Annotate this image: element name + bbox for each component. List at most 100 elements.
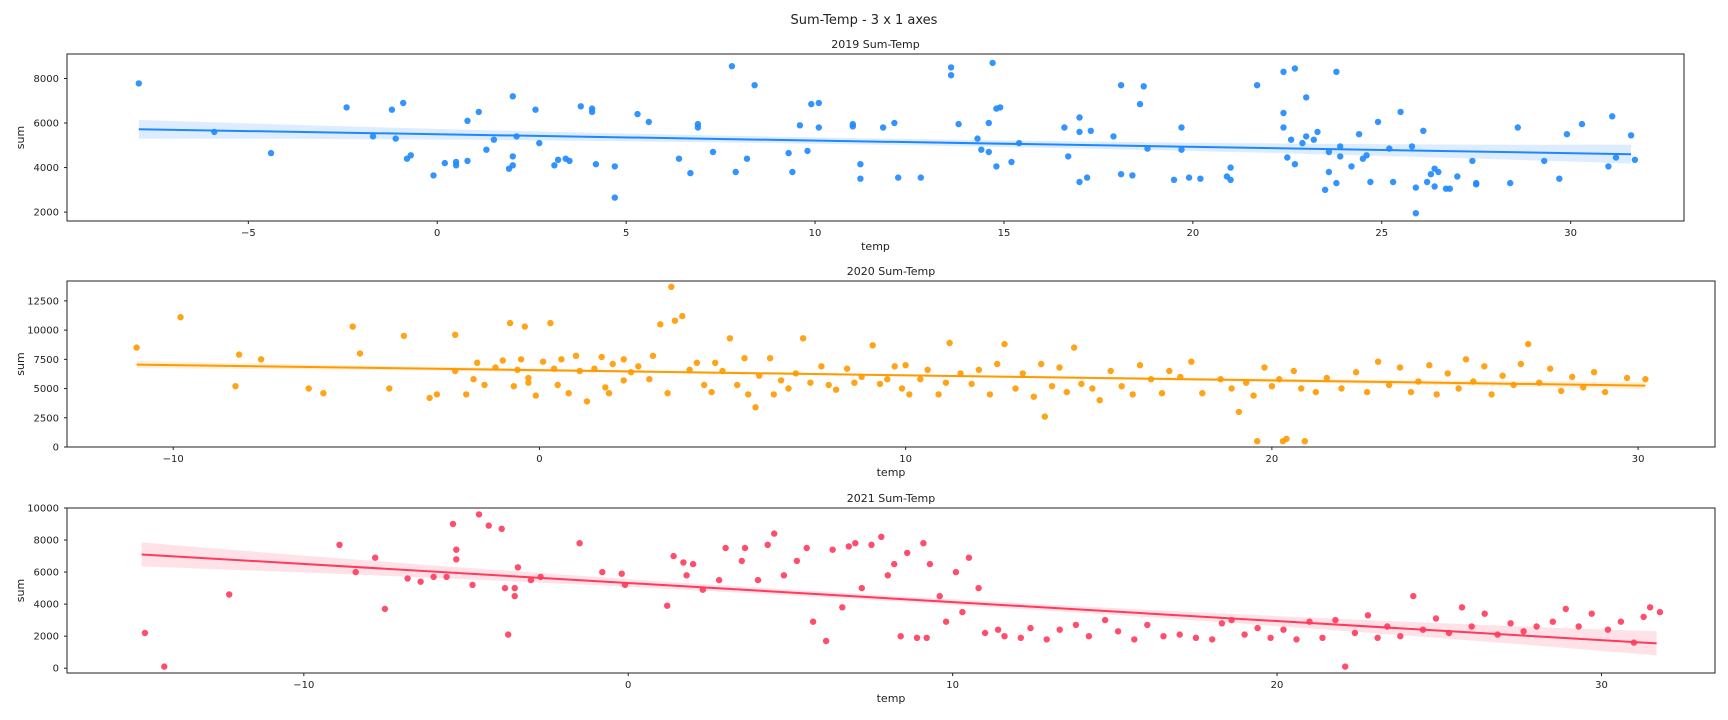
data-point [343, 104, 350, 111]
data-point [687, 169, 694, 177]
data-point [1420, 127, 1427, 134]
data-point [611, 194, 618, 201]
data-point [611, 163, 618, 170]
data-point [741, 355, 748, 362]
data-point [1227, 164, 1234, 171]
data-point [267, 149, 275, 157]
data-point [1433, 391, 1440, 398]
data-point [1407, 388, 1415, 396]
data-point [532, 106, 539, 113]
data-point [1338, 385, 1345, 392]
x-axis-label: temp [877, 466, 906, 479]
data-point [891, 363, 898, 370]
data-point [1089, 385, 1096, 392]
data-point [985, 119, 992, 127]
y-tick-label: 2000 [34, 208, 59, 219]
data-point [1267, 634, 1274, 641]
data-point [664, 390, 671, 397]
data-point [1556, 175, 1563, 182]
data-point [780, 572, 788, 579]
data-point [1136, 362, 1144, 369]
data-point [443, 573, 450, 581]
data-point [1056, 626, 1063, 633]
data-point [1656, 608, 1664, 616]
data-point [815, 124, 822, 131]
x-tick-label: 15 [998, 228, 1011, 239]
data-point [1136, 100, 1144, 108]
data-point [1374, 358, 1382, 365]
data-point [741, 544, 749, 552]
data-point [1333, 179, 1340, 187]
figure-suptitle: Sum-Temp - 3 x 1 axes [791, 13, 938, 28]
data-point [1426, 362, 1433, 369]
data-point [923, 634, 930, 641]
data-point [722, 544, 729, 552]
data-point [453, 556, 460, 563]
data-point [1070, 344, 1078, 351]
x-tick-label: 10 [899, 454, 912, 465]
data-point [576, 540, 583, 547]
data-point [1640, 613, 1647, 621]
data-point [1241, 631, 1248, 638]
data-point [1185, 174, 1193, 181]
data-point [598, 353, 605, 361]
data-point [1412, 184, 1420, 191]
data-point [1481, 363, 1488, 370]
data-point [141, 629, 149, 637]
data-point [452, 331, 459, 338]
x-tick-label: 20 [1271, 680, 1284, 691]
data-point [1188, 358, 1195, 365]
data-point [1337, 143, 1344, 150]
data-point [1001, 633, 1008, 640]
data-point [955, 120, 962, 128]
data-point [499, 357, 506, 364]
data-point [683, 572, 690, 579]
data-point [876, 380, 884, 388]
data-point [694, 120, 702, 128]
data-point [738, 557, 745, 565]
x-tick-label: 5 [623, 228, 629, 239]
data-point [1588, 610, 1595, 617]
data-point [671, 317, 679, 324]
data-point [1291, 161, 1299, 168]
data-point [602, 384, 609, 391]
data-point [1140, 83, 1147, 90]
data-point [1533, 623, 1540, 630]
data-point [509, 93, 516, 100]
data-point [1160, 633, 1167, 640]
data-point [1290, 367, 1298, 375]
data-point [1332, 616, 1339, 624]
y-tick-label: 2000 [34, 632, 59, 643]
data-point [474, 359, 481, 366]
data-point [1423, 178, 1431, 186]
data-point [675, 155, 683, 162]
data-point [511, 592, 518, 600]
data-point [1481, 610, 1488, 617]
x-tick-label: 10 [809, 228, 822, 239]
data-point [1197, 175, 1204, 182]
data-point [1303, 94, 1310, 101]
data-point [1444, 370, 1451, 377]
data-point [1601, 388, 1609, 396]
data-point [1209, 636, 1216, 643]
data-point [1374, 118, 1382, 126]
data-point [1321, 186, 1329, 193]
data-point [978, 146, 985, 153]
data-point [1254, 438, 1261, 445]
data-point [839, 604, 846, 611]
data-point [1166, 367, 1173, 375]
data-point [547, 319, 554, 327]
data-point [994, 360, 1001, 368]
data-point [852, 540, 859, 547]
data-point [407, 152, 414, 159]
y-tick-label: 0 [53, 664, 59, 675]
data-point [577, 103, 584, 110]
data-point [989, 59, 996, 67]
data-point [490, 136, 498, 143]
data-point [506, 319, 514, 327]
axes-frame [66, 280, 1716, 448]
data-point [1367, 178, 1374, 186]
data-point [715, 576, 723, 584]
data-point [796, 122, 804, 129]
data-point [583, 398, 591, 405]
